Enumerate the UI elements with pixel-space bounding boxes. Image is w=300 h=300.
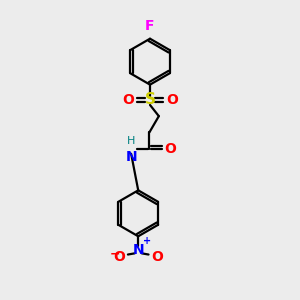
Text: S: S [145,92,155,107]
Text: N: N [125,150,137,164]
Text: O: O [165,142,176,155]
Text: N: N [132,243,144,257]
Text: O: O [152,250,163,264]
Text: +: + [142,236,151,246]
Text: O: O [122,93,134,107]
Text: H: H [127,136,135,146]
Text: O: O [113,250,125,264]
Text: F: F [145,20,155,33]
Text: O: O [166,93,178,107]
Text: −: − [110,248,120,260]
